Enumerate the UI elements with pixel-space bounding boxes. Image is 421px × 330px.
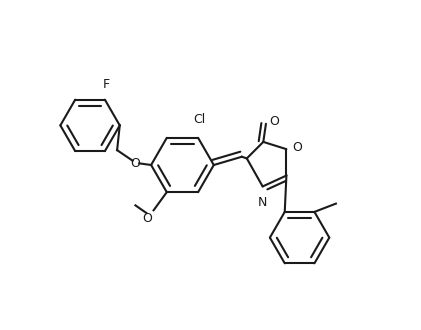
Text: O: O xyxy=(142,212,152,225)
Text: Cl: Cl xyxy=(194,113,206,126)
Text: O: O xyxy=(292,141,302,154)
Text: O: O xyxy=(131,157,140,170)
Text: N: N xyxy=(257,196,266,209)
Text: F: F xyxy=(102,79,109,91)
Text: O: O xyxy=(269,115,279,128)
